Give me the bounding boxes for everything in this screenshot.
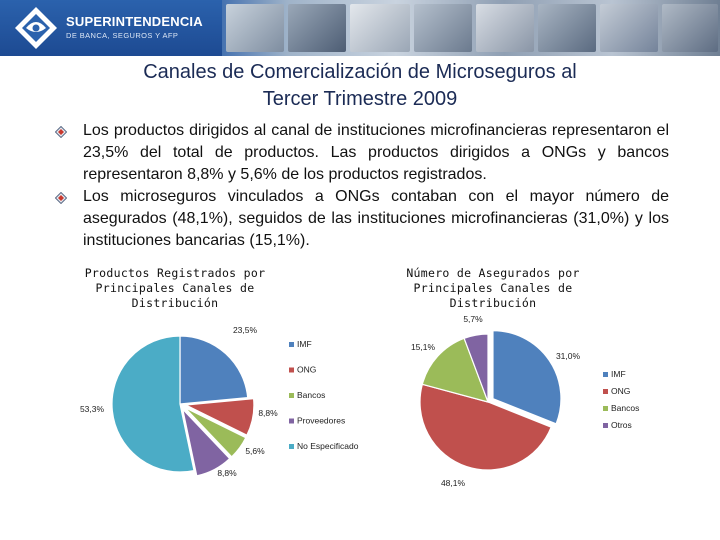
banner-photo-8	[662, 4, 718, 52]
insured-legend-swatch	[603, 389, 608, 394]
insured-slice-bancos	[421, 337, 489, 403]
banner-photo-3	[350, 4, 410, 52]
header-banner: SUPERINTENDENCIA DE BANCA, SEGUROS Y AFP	[0, 0, 720, 56]
products-slice-bancos	[184, 407, 247, 458]
products-legend-label: No Especificado	[297, 441, 359, 451]
banner-photo-6	[538, 4, 596, 52]
chart1-title: Productos Registrados por Principales Ca…	[70, 266, 280, 311]
insured-slice-imf	[492, 330, 562, 425]
products-data-label: 23,5%	[233, 325, 258, 335]
products-data-label: 5,6%	[245, 446, 265, 456]
chart2-title-line3: Distribución	[449, 296, 537, 310]
insured-data-label: 5,7%	[463, 314, 483, 324]
chart1-title-line2: Principales Canales de	[95, 281, 255, 295]
banner-photo-5	[476, 4, 534, 52]
products-legend-label: ONG	[297, 365, 316, 375]
products-legend-label: Bancos	[297, 390, 325, 400]
products-legend-label: IMF	[297, 339, 312, 349]
banner-photo-2	[288, 4, 346, 52]
products-data-label: 8,8%	[258, 408, 278, 418]
chart1-title-line3: Distribución	[131, 296, 219, 310]
products-pie-chart: 23,5% IMF 8,8% ONG 5,6% Bancos 8,8% Proveedores…	[80, 325, 359, 478]
banner-photo-4	[414, 4, 472, 52]
products-data-label: 53,3%	[80, 404, 105, 414]
chart2-title-line1: Número de Asegurados por	[406, 266, 580, 280]
slide-title-line1: Canales de Comercialización de Microsegu…	[143, 61, 577, 83]
insured-pie-chart: 31,0% IMF 48,1% ONG 15,1% Bancos 5,7% Otros	[411, 314, 639, 488]
bullet-text-1: Los productos dirigidos al canal de inst…	[83, 122, 669, 183]
products-legend-swatch	[289, 342, 294, 347]
products-slice-imf	[179, 335, 249, 405]
slide-title: Canales de Comercialización de Microsegu…	[40, 59, 680, 113]
sbs-logo: SUPERINTENDENCIA DE BANCA, SEGUROS Y AFP	[0, 0, 222, 56]
insured-legend-swatch	[603, 406, 608, 411]
insured-data-label: 48,1%	[441, 478, 466, 488]
insured-legend-label: ONG	[611, 386, 630, 396]
products-legend-swatch	[289, 444, 294, 449]
products-legend-label: Proveedores	[297, 416, 345, 426]
products-slice-proveedores	[181, 407, 231, 477]
products-legend-swatch	[289, 367, 294, 373]
slide-title-line2: Tercer Trimestre 2009	[262, 88, 458, 110]
insured-slice-otros	[463, 333, 489, 403]
chart2-title-line2: Principales Canales de	[413, 281, 573, 295]
insured-legend-swatch	[603, 372, 608, 377]
logo-subtitle: DE BANCA, SEGUROS Y AFP	[66, 31, 179, 40]
chart2-title: Número de Asegurados por Principales Can…	[388, 266, 598, 311]
bullet-diamond-icon	[55, 192, 67, 204]
bullet-diamond-icon	[55, 126, 67, 138]
insured-data-label: 31,0%	[556, 351, 581, 361]
insured-data-label: 15,1%	[411, 342, 436, 352]
bullet-text-2: Los microseguros vinculados a ONGs conta…	[83, 188, 669, 249]
products-legend-swatch	[289, 418, 294, 424]
banner-photo-1	[226, 4, 284, 52]
products-slice-ong	[183, 398, 255, 436]
products-legend-swatch	[289, 393, 294, 398]
insured-legend-swatch	[603, 423, 608, 428]
chart1-title-line1: Productos Registrados por	[84, 266, 266, 280]
logo-title: SUPERINTENDENCIA	[66, 14, 203, 29]
banner-photo-7	[600, 4, 658, 52]
diamond-logo-icon	[15, 7, 57, 49]
products-data-label: 8,8%	[217, 468, 237, 478]
insured-slice-ong	[419, 383, 552, 471]
products-slice-no-especificado	[111, 335, 195, 473]
insured-legend-label: Otros	[611, 420, 632, 430]
insured-legend-label: IMF	[611, 369, 626, 379]
insured-legend-label: Bancos	[611, 403, 639, 413]
